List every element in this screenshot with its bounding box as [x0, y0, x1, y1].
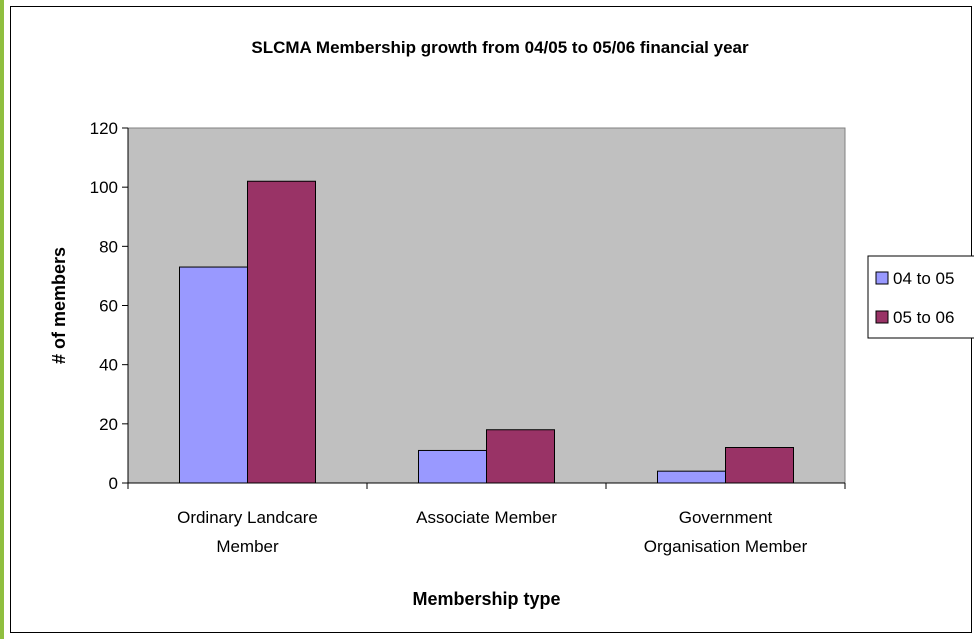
bar-04-to-05-2: [657, 470, 726, 484]
legend-label: 05 to 06: [893, 308, 954, 327]
y-axis-ticks: 0 20 40 60 80 100 120: [90, 119, 128, 493]
y-tick-label: 100: [90, 178, 118, 197]
chart-title: SLCMA Membership growth from 04/05 to 05…: [251, 38, 749, 57]
y-tick-label: 20: [99, 415, 118, 434]
bars: [179, 180, 794, 484]
y-tick-label: 40: [99, 356, 118, 375]
y-axis-title: # of members: [49, 247, 69, 364]
x-category-label: Ordinary Landcare Member: [177, 508, 318, 556]
bar-05-to-06-1: [486, 429, 555, 484]
x-axis-title: Membership type: [412, 589, 560, 609]
x-axis-labels: Ordinary Landcare Member Associate Member G…: [127, 483, 846, 556]
y-tick-label: 60: [99, 297, 118, 316]
x-category-label: Government Organisation Member: [644, 508, 808, 556]
legend: 04 to 05 05 to 06: [867, 255, 974, 339]
bar-04-to-05-0: [179, 266, 248, 484]
y-tick-label: 120: [90, 119, 118, 138]
legend-swatch: [875, 310, 889, 324]
legend-label: 04 to 05: [893, 269, 954, 288]
legend-swatch: [875, 271, 889, 285]
y-tick-label: 80: [99, 237, 118, 256]
bar-04-to-05-1: [418, 449, 487, 484]
legend-box: [867, 255, 974, 339]
x-category-label: Associate Member: [416, 508, 557, 527]
bar-05-to-06-2: [725, 447, 794, 484]
bar-05-to-06-0: [247, 180, 316, 484]
y-tick-label: 0: [109, 474, 118, 493]
